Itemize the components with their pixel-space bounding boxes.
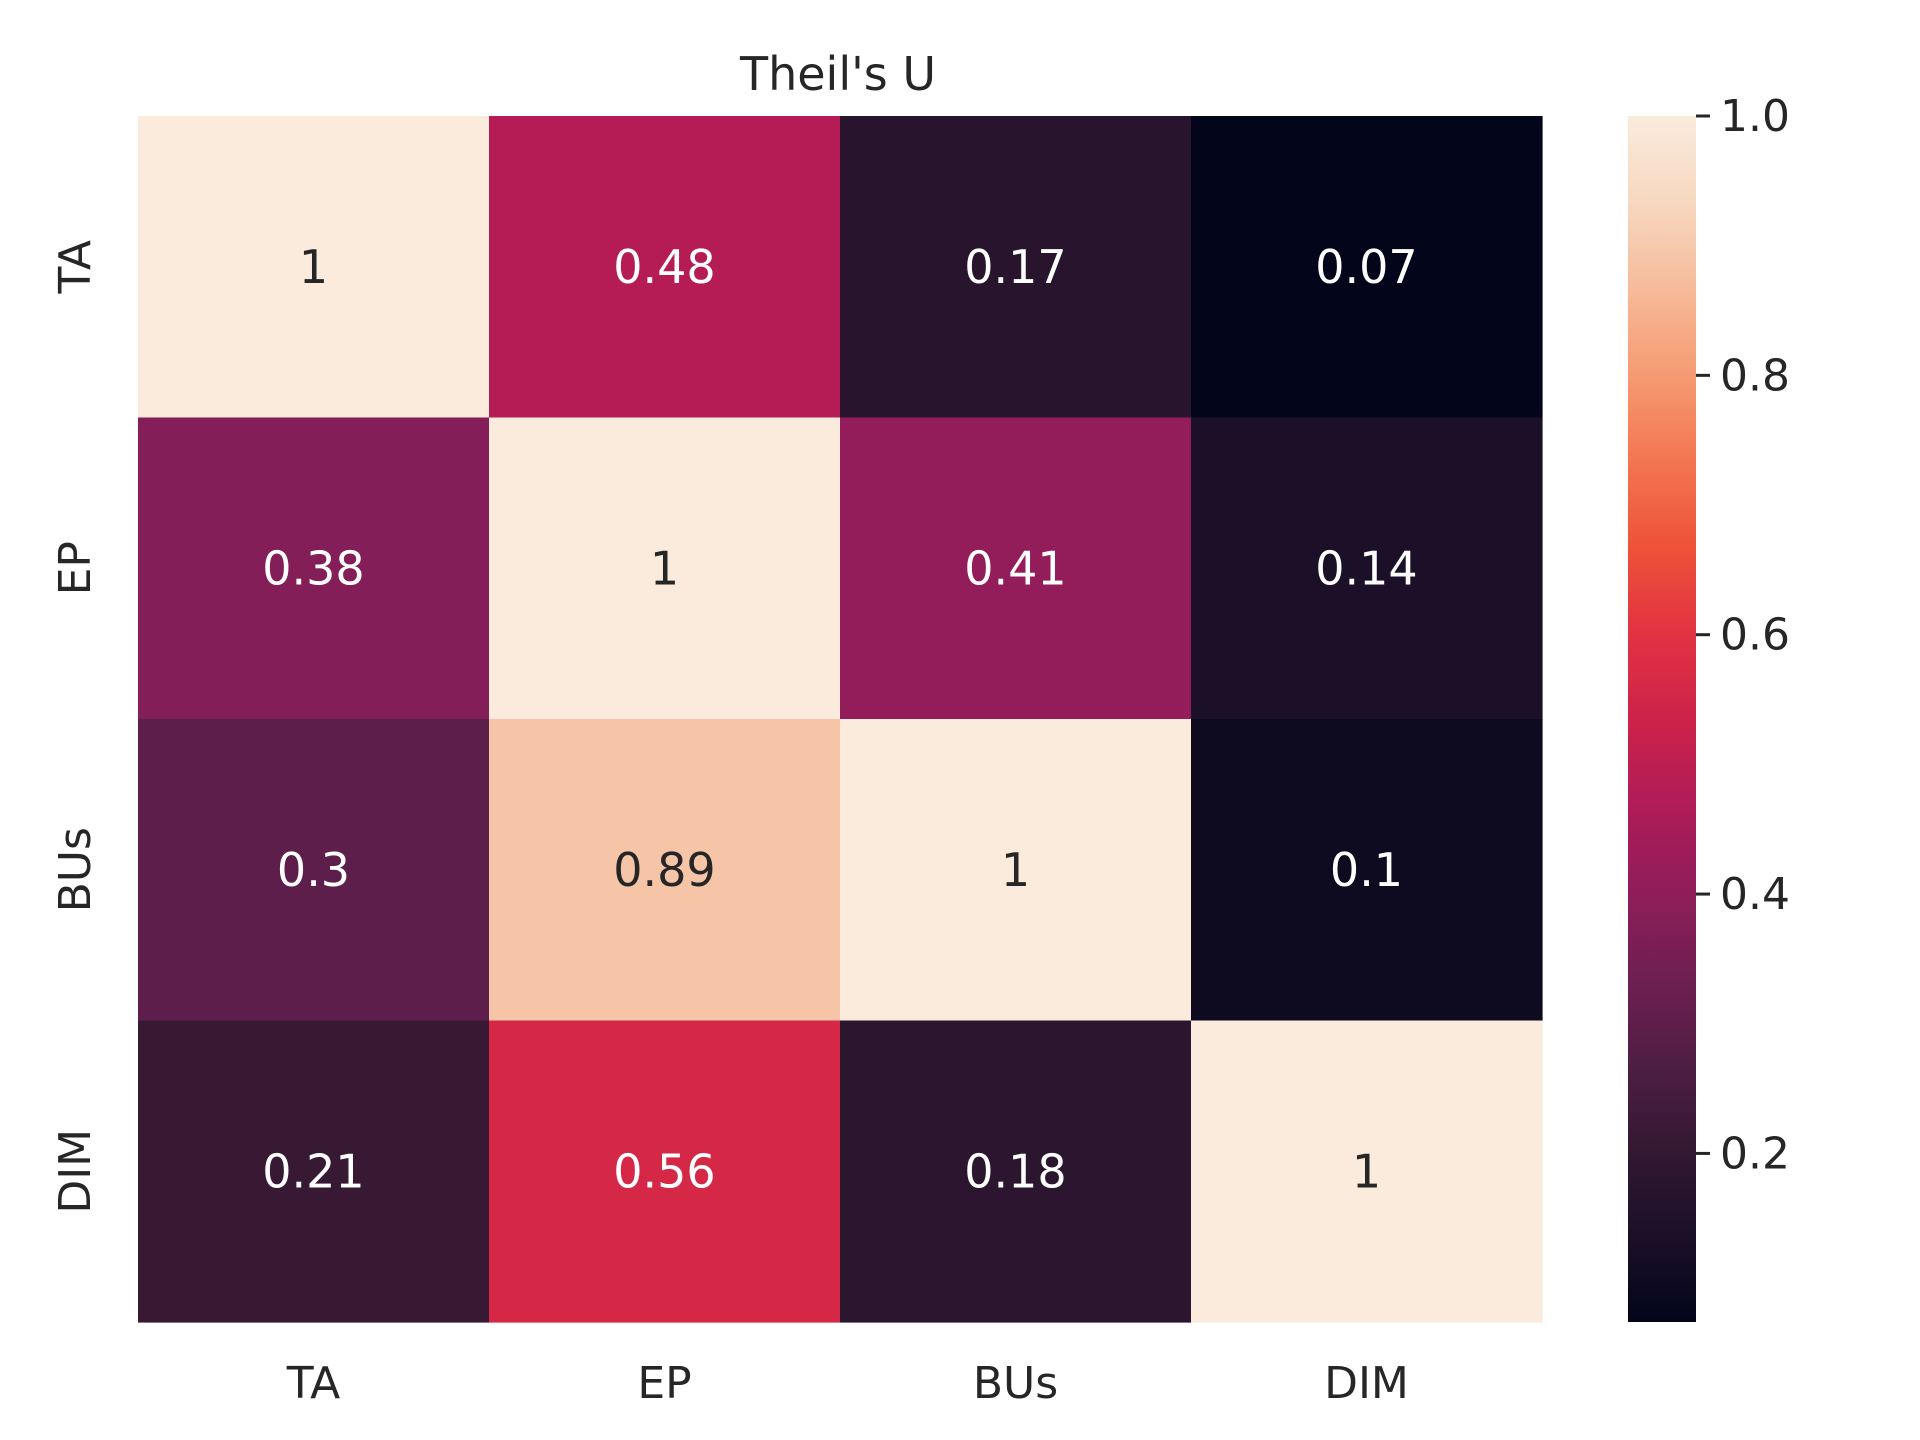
heatmap-cell (138, 116, 490, 419)
colorbar-tick-label: 0.4 (1720, 869, 1790, 920)
heatmap-cells (138, 116, 1543, 1323)
x-tick-label: EP (637, 1358, 691, 1409)
heatmap-cell (840, 417, 1192, 720)
heatmap-cell (1191, 116, 1543, 419)
heatmap-cell (489, 719, 841, 1022)
cell-value-label: 0.56 (613, 1144, 715, 1198)
cell-value-label: 0.89 (613, 843, 715, 897)
x-tick-label: TA (286, 1358, 341, 1409)
x-tick-label: BUs (973, 1358, 1058, 1409)
cell-value-label: 0.38 (262, 541, 364, 595)
heatmap-cell (840, 116, 1192, 419)
y-tick-label: EP (50, 541, 101, 595)
y-tick-label: DIM (50, 1129, 101, 1214)
heatmap-cell-labels: 1 0.48 0.17 0.07 0.38 1 0.41 0.14 0.3 0.89 1 0.1 0.2… (262, 240, 1417, 1199)
heatmap-cell (489, 116, 841, 419)
cell-value-label: 1 (1001, 843, 1030, 897)
heatmap-cell (840, 1020, 1192, 1323)
cell-value-label: 0.18 (964, 1144, 1066, 1198)
heatmap-cell (138, 417, 490, 720)
heatmap-cell (1191, 719, 1543, 1022)
heatmap-cell (138, 1020, 490, 1323)
x-axis: TA EP BUs DIM (286, 1358, 1409, 1409)
cell-value-label: 0.1 (1330, 843, 1403, 897)
heatmap-cell (1191, 1020, 1543, 1323)
cell-value-label: 1 (650, 541, 679, 595)
cell-value-label: 0.41 (964, 541, 1066, 595)
colorbar-tick-label: 0.8 (1720, 350, 1790, 401)
cell-value-label: 0.3 (277, 843, 350, 897)
cell-value-label: 0.14 (1315, 541, 1417, 595)
cell-value-label: 0.17 (964, 240, 1066, 294)
cell-value-label: 0.07 (1315, 240, 1417, 294)
cell-value-label: 1 (1352, 1144, 1381, 1198)
colorbar: 0.2 0.4 0.6 0.8 1.0 (1628, 91, 1790, 1322)
heatmap-cell (840, 719, 1192, 1022)
cell-value-label: 1 (299, 240, 328, 294)
chart-title: Theil's U (739, 47, 936, 101)
heatmap-cell (1191, 417, 1543, 720)
colorbar-tick-label: 1.0 (1720, 91, 1790, 142)
heatmap-cell (489, 417, 841, 720)
y-tick-label: TA (50, 240, 101, 295)
cell-value-label: 0.21 (262, 1144, 364, 1198)
heatmap-cell (489, 1020, 841, 1323)
heatmap-cell (138, 719, 490, 1022)
y-axis: TA EP BUs DIM (50, 240, 101, 1214)
colorbar-tick-label: 0.6 (1720, 610, 1790, 661)
colorbar-gradient (1628, 116, 1696, 1322)
cell-value-label: 0.48 (613, 240, 715, 294)
x-tick-label: DIM (1324, 1358, 1409, 1409)
y-tick-label: BUs (50, 827, 101, 912)
colorbar-tick-label: 0.2 (1720, 1128, 1790, 1179)
